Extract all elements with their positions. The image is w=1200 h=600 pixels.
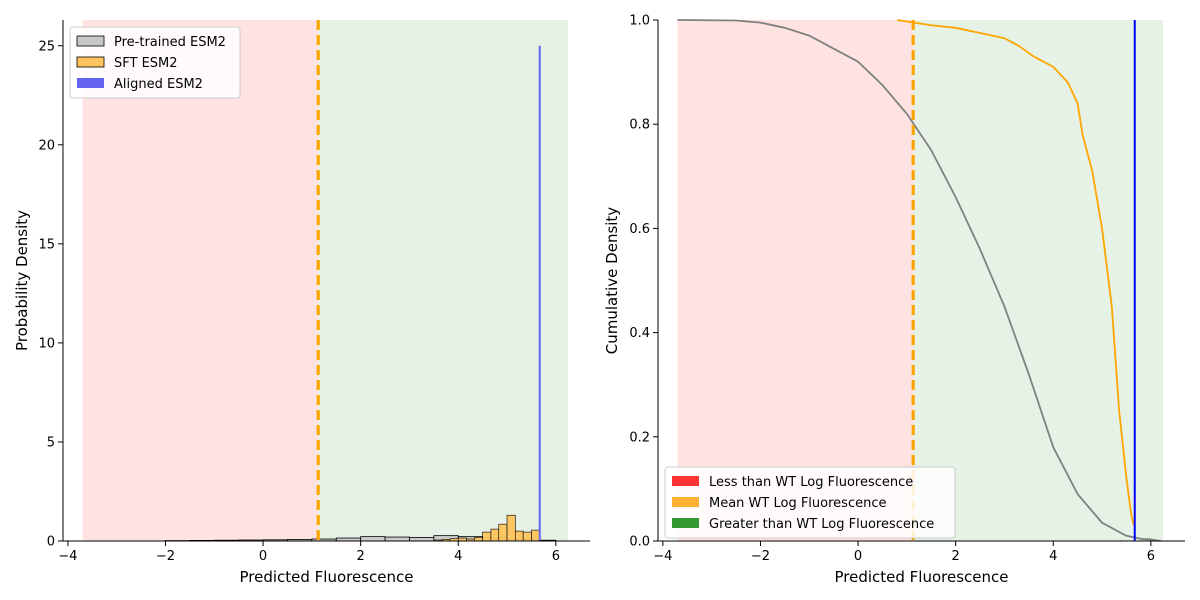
histogram-bar-sft bbox=[515, 531, 523, 541]
histogram-bar-pretrained bbox=[409, 537, 433, 541]
histogram-bar-pretrained bbox=[361, 537, 385, 541]
y-tick-label: 5 bbox=[47, 435, 55, 450]
x-tick-label: 4 bbox=[1049, 549, 1057, 564]
y-tick-label: 1.0 bbox=[629, 14, 650, 29]
x-tick-label: 2 bbox=[952, 549, 960, 564]
legend-label: Pre-trained ESM2 bbox=[114, 35, 226, 50]
histogram-bar-sft bbox=[531, 530, 539, 541]
x-axis-label: Predicted Fluorescence bbox=[834, 568, 1008, 586]
chart-panel-right: −4 −2 0 2 4 6 0.0 0.2 0.4 0.6 0.8 1.0 Predicted Fluo… bbox=[603, 14, 1185, 587]
legend-swatch bbox=[77, 57, 104, 67]
legend-swatch bbox=[672, 497, 699, 507]
y-tick-label: 0.4 bbox=[629, 326, 650, 341]
histogram-bar-sft bbox=[499, 524, 507, 541]
y-tick-label: 20 bbox=[38, 138, 55, 153]
y-tick-label: 0.2 bbox=[629, 430, 650, 445]
y-tick-label: 0.8 bbox=[629, 118, 650, 133]
histogram-bar-sft bbox=[507, 515, 515, 541]
x-tick-label: 0 bbox=[259, 549, 267, 564]
y-tick-label: 0 bbox=[47, 535, 55, 550]
y-tick-label: 0.6 bbox=[629, 222, 650, 237]
legend-label: Greater than WT Log Fluorescence bbox=[709, 517, 934, 532]
above-wt-region bbox=[318, 20, 568, 541]
y-axis-label: Probability Density bbox=[13, 210, 31, 351]
chart-panel-left: −4 −2 0 2 4 6 0 5 10 15 20 25 Predicted Fluorescence… bbox=[13, 20, 590, 586]
histogram-bar-sft bbox=[483, 532, 491, 541]
histogram-bar-sft bbox=[491, 529, 499, 541]
x-axis-label: Predicted Fluorescence bbox=[239, 568, 413, 586]
legend-swatch bbox=[77, 36, 104, 46]
x-tick-label: −4 bbox=[58, 549, 77, 564]
x-tick-label: 6 bbox=[552, 549, 560, 564]
legend-swatch bbox=[77, 78, 104, 88]
y-axis-label: Cumulative Density bbox=[603, 207, 621, 355]
histogram-bar-sft bbox=[523, 532, 531, 541]
histogram-bar-aligned bbox=[539, 46, 541, 541]
x-tick-label: −2 bbox=[751, 549, 770, 564]
y-tick-label: 15 bbox=[38, 237, 55, 252]
x-tick-label: 0 bbox=[854, 549, 862, 564]
legend-label: SFT ESM2 bbox=[114, 56, 178, 71]
x-tick-label: 4 bbox=[454, 549, 462, 564]
legend-label: Less than WT Log Fluorescence bbox=[709, 475, 913, 490]
histogram-bar-pretrained bbox=[385, 537, 409, 541]
legend-swatch bbox=[672, 476, 699, 486]
x-tick-label: −2 bbox=[156, 549, 175, 564]
below-wt-region bbox=[678, 20, 914, 541]
x-tick-label: 6 bbox=[1147, 549, 1155, 564]
legend-label: Aligned ESM2 bbox=[114, 77, 203, 92]
y-tick-label: 10 bbox=[38, 336, 55, 351]
x-tick-label: 2 bbox=[357, 549, 365, 564]
legend-label: Mean WT Log Fluorescence bbox=[709, 496, 886, 511]
x-tick-label: −4 bbox=[653, 549, 672, 564]
histogram-bar-sft bbox=[474, 537, 482, 541]
y-tick-label: 0.0 bbox=[629, 535, 650, 550]
legend-swatch bbox=[672, 518, 699, 528]
y-tick-label: 25 bbox=[38, 39, 55, 54]
